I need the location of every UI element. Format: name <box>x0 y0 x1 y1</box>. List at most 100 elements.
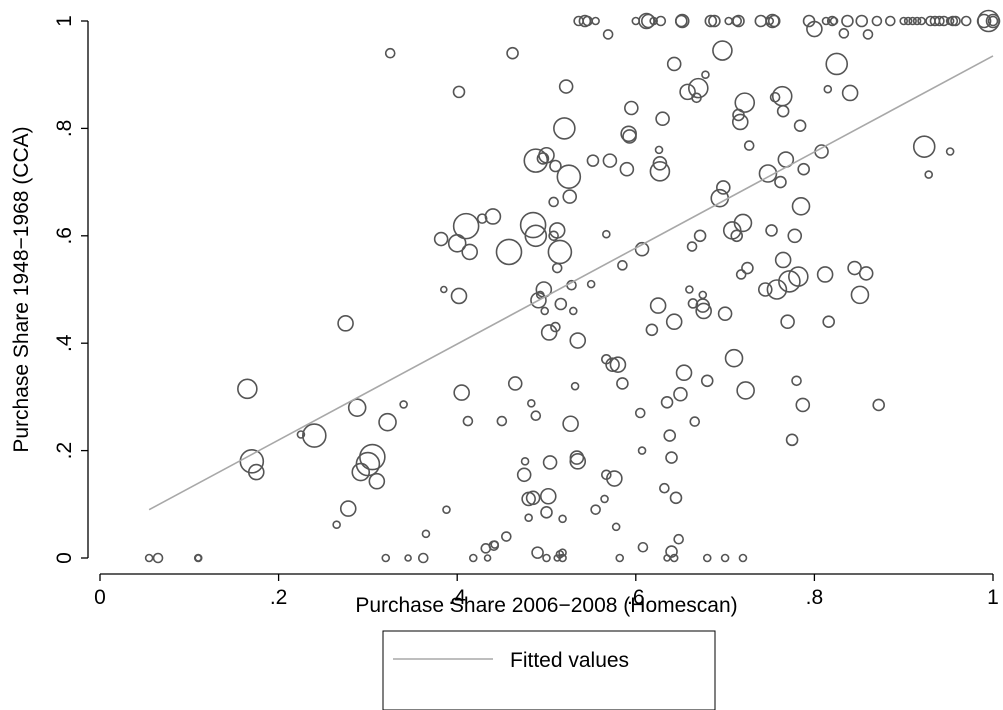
scatter-point <box>535 290 545 300</box>
x-tick-label: .6 <box>627 586 645 609</box>
y-axis-label: Purchase Share 1948−1968 (CCA) <box>10 126 33 452</box>
scatter-point <box>637 541 649 553</box>
legend-label-fitted: Fitted values <box>510 649 629 672</box>
scatter-point <box>558 548 567 557</box>
scatter-point <box>771 85 793 107</box>
scatter-point <box>524 513 533 523</box>
scatter-point <box>732 14 745 28</box>
scatter-point <box>611 522 621 532</box>
scatter-point <box>655 15 667 27</box>
scatter-point <box>399 400 408 409</box>
scatter-point <box>780 314 795 330</box>
scatter-point <box>785 433 799 447</box>
scatter-point <box>704 14 718 28</box>
scatter-point <box>442 505 451 514</box>
scatter-point <box>507 376 523 391</box>
scatter-point <box>862 29 874 40</box>
scatter-point <box>686 241 698 252</box>
scatter-point <box>934 15 945 27</box>
scatter-point <box>645 323 659 337</box>
scatter-point <box>501 531 512 542</box>
scatter-point <box>825 52 849 76</box>
scatter-point <box>590 504 601 515</box>
scatter-point <box>712 40 733 61</box>
scatter-point <box>724 348 744 368</box>
scatter-point <box>679 83 696 101</box>
scatter-point <box>776 104 790 118</box>
scatter-point <box>527 399 536 408</box>
scatter-point <box>525 490 541 506</box>
scatter-point <box>453 384 470 401</box>
scatter-point <box>821 16 831 26</box>
scatter-point <box>666 56 682 72</box>
scatter-point <box>490 540 500 549</box>
scatter-point <box>609 356 627 373</box>
scatter-point <box>765 224 778 237</box>
scatter-point <box>797 162 810 176</box>
scatter-point <box>296 430 306 439</box>
scatter-point <box>548 222 566 239</box>
scatter-point <box>404 554 412 562</box>
scatter-point <box>332 520 341 530</box>
scatter-point <box>987 15 999 27</box>
scatter-point <box>724 16 733 26</box>
scatter-point <box>468 553 478 563</box>
scatter-point <box>685 285 694 294</box>
scatter-point <box>548 230 559 242</box>
scatter-point <box>530 291 547 309</box>
scatter-point <box>908 16 917 26</box>
scatter-point <box>568 306 578 316</box>
scatter-point <box>144 553 154 563</box>
scatter-point <box>337 315 354 332</box>
scatter-point <box>829 16 839 26</box>
scatter-point <box>871 15 883 27</box>
scatter-point <box>355 451 381 477</box>
scatter-point <box>152 552 164 564</box>
scatter-point <box>736 381 755 400</box>
scatter-point <box>885 15 896 27</box>
scatter-point <box>766 279 788 300</box>
scatter-point <box>591 16 600 26</box>
scatter-point <box>495 238 523 266</box>
scatter-point <box>476 213 488 224</box>
scatter-point <box>734 92 756 113</box>
scatter-point <box>551 262 563 274</box>
scatter-point <box>701 70 710 79</box>
scatter-point <box>855 14 869 28</box>
scatter-point <box>917 16 926 26</box>
scatter-point <box>339 500 357 517</box>
scatter-point <box>569 332 587 349</box>
scatter-point <box>562 415 579 433</box>
scatter-point <box>558 79 574 94</box>
scatter-point <box>649 297 667 314</box>
scatter-point <box>720 553 730 563</box>
scatter-point <box>774 251 792 269</box>
plot-area: 0 .2 .4 .6 .8 1 0 .2 .4 .6 .8 1 <box>53 9 1001 609</box>
scatter-point <box>569 453 587 470</box>
scatter-point <box>519 211 547 239</box>
scatter-point <box>602 29 614 40</box>
scatter-point <box>806 20 823 38</box>
scatter-point <box>774 175 787 189</box>
scatter-point <box>540 306 550 316</box>
scatter-point <box>368 472 386 490</box>
scatter-point <box>731 113 749 131</box>
scatter-point <box>562 189 578 204</box>
scatter-point <box>570 381 580 391</box>
scatter-point <box>674 13 690 29</box>
scatter-point <box>689 416 701 427</box>
scatter-point <box>617 260 628 271</box>
scatter-point <box>769 91 781 103</box>
scatter-point <box>496 415 508 427</box>
x-tick-label: .2 <box>270 586 288 609</box>
scatter-point <box>652 156 668 171</box>
scatter-point <box>421 529 431 539</box>
scatter-point <box>239 449 265 474</box>
scatter-point <box>838 28 850 39</box>
scatter-point <box>841 14 854 28</box>
scatter-point <box>716 180 731 195</box>
scatter-point <box>452 85 466 99</box>
scatter-point <box>634 407 646 419</box>
scatter-point <box>547 239 573 265</box>
scatter-point <box>550 321 561 333</box>
